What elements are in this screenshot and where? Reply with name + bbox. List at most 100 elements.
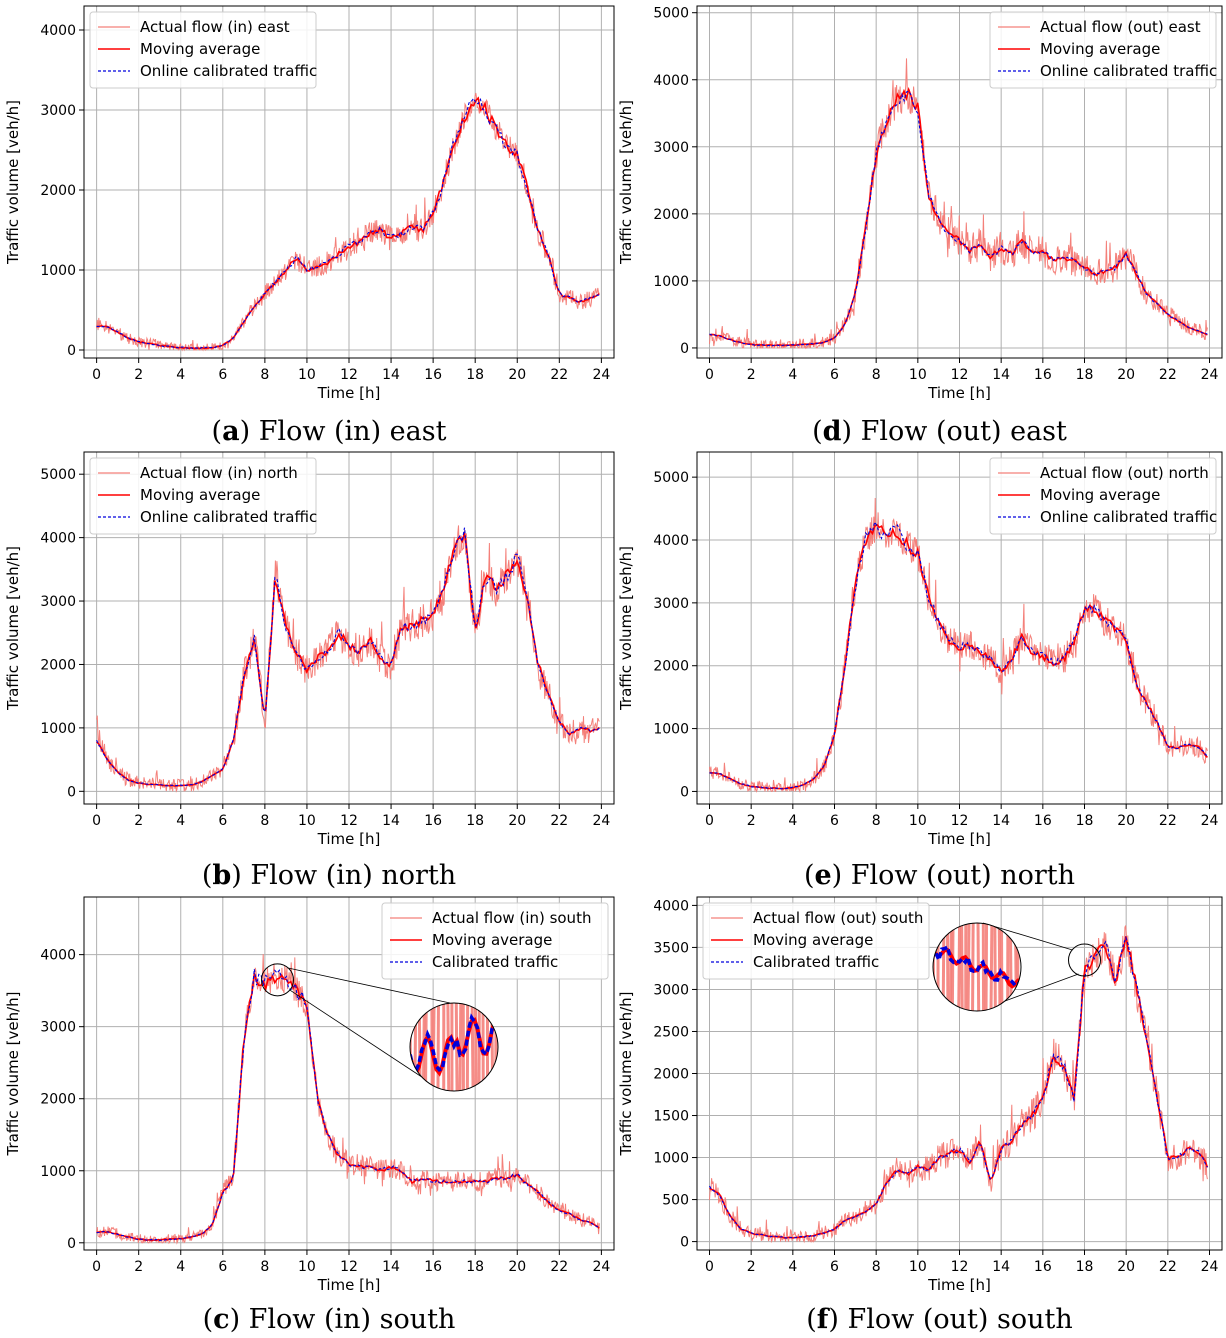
series-actual-flow [96,525,600,793]
series-moving-average [709,86,1208,347]
panel-caption: (e) Flow (out) north [804,860,1075,891]
panel-b: 0 2 4 6 8 10 12 14 16 18 20 22 240100020003000400050… [4,451,615,891]
zoom-connector [289,989,435,1086]
x-tick-label: 2 [134,367,143,383]
y-tick-label: 4000 [40,23,76,39]
y-tick-label: 3000 [653,982,689,998]
plot-frame [83,896,615,1251]
series-actual-flow [709,58,1208,350]
legend: Actual flow (out) south Moving average Cal… [702,902,930,980]
x-tick-label: 4 [788,1259,797,1275]
panel-caption: (a) Flow (in) east [212,416,447,447]
x-tick-label: 14 [992,1259,1010,1275]
y-axis-label: Traffic volume [veh/h] [4,546,22,711]
legend-label: Actual flow (in) east [140,18,290,36]
panel-caption: (d) Flow (out) east [812,416,1067,447]
series-calibrated-traffic [709,935,1208,1239]
x-tick-label: 10 [909,1259,927,1275]
legend-label: Calibrated traffic [753,953,879,971]
y-tick-label: 2500 [653,1024,689,1040]
x-tick-label: 10 [298,367,316,383]
x-axis-label: Time [h] [927,1276,991,1294]
x-tick-label: 12 [951,367,969,383]
y-axis-label: Traffic volume [veh/h] [4,991,22,1156]
y-tick-label: 500 [662,1193,689,1209]
series-moving-average [709,523,1208,790]
x-tick-label: 18 [466,813,484,829]
series-calibrated-traffic [96,527,600,787]
series-moving-average [96,96,600,350]
x-tick-label: 16 [1034,1259,1052,1275]
x-tick-label: 12 [340,813,358,829]
x-axis-label: Time [h] [927,384,991,402]
series-calibrated-traffic [709,90,1208,347]
legend-box [89,11,317,89]
x-tick-label: 10 [909,367,927,383]
series-calibrated-traffic [96,969,600,1242]
x-tick-label: 2 [134,1259,143,1275]
y-tick-label: 4000 [40,531,76,547]
x-tick-label: 22 [550,813,568,829]
y-tick-label: 1000 [653,274,689,290]
legend-box [989,457,1217,535]
series-moving-average [709,936,1209,1239]
y-tick-label: 0 [680,1235,689,1251]
legend: Actual flow (in) north Moving average Onli… [89,457,317,535]
plot-frame [696,5,1223,359]
y-tick-label: 2000 [653,659,689,675]
x-tick-label: 24 [1201,1259,1219,1275]
y-tick-label: 4000 [653,533,689,549]
x-tick-label: 24 [592,1259,610,1275]
zoom-circle [409,1002,499,1092]
y-tick-label: 3000 [653,596,689,612]
x-tick-label: 14 [382,367,400,383]
x-tick-label: 8 [872,1259,881,1275]
zoom-source-circle [1068,943,1101,977]
x-tick-label: 14 [382,1259,400,1275]
legend: Actual flow (in) east Moving average Onlin… [89,11,317,89]
panel-e: 0 2 4 6 8 10 12 14 16 18 20 22 240100020003000400050… [617,451,1223,891]
y-tick-label: 0 [67,1236,76,1252]
y-tick-label: 5000 [653,470,689,486]
x-tick-label: 22 [550,367,568,383]
x-tick-label: 6 [218,1259,227,1275]
legend-label: Online calibrated traffic [1040,508,1217,526]
y-axis-label: Traffic volume [veh/h] [4,100,22,265]
x-tick-label: 20 [1117,1259,1135,1275]
x-tick-label: 6 [830,367,839,383]
x-tick-label: 18 [466,367,484,383]
panel-f: 0 2 4 6 8 10 12 14 16 18 20 22 240500100015002000250… [617,896,1223,1335]
legend: Actual flow (out) east Moving average Onli… [989,11,1217,89]
y-tick-label: 5000 [653,6,689,22]
x-tick-label: 22 [1159,367,1177,383]
plot-frame [696,896,1223,1251]
y-tick-label: 1000 [40,1164,76,1180]
y-tick-label: 1000 [40,263,76,279]
y-tick-label: 1000 [653,722,689,738]
x-tick-label: 8 [260,813,269,829]
y-tick-label: 2000 [40,1092,76,1108]
x-tick-label: 20 [508,813,526,829]
x-tick-label: 2 [747,813,756,829]
series-moving-average [96,972,600,1242]
x-tick-label: 0 [705,813,714,829]
x-tick-label: 24 [592,367,610,383]
x-tick-label: 22 [550,1259,568,1275]
x-tick-label: 24 [1201,813,1219,829]
legend-label: Moving average [140,40,260,58]
y-tick-label: 3000 [40,1020,76,1036]
x-tick-label: 16 [424,367,442,383]
legend-label: Actual flow (in) north [140,464,298,482]
y-tick-label: 0 [680,784,689,800]
legend-label: Actual flow (out) east [1040,18,1201,36]
y-tick-label: 5000 [40,467,76,483]
y-tick-label: 1000 [40,721,76,737]
y-tick-label: 3000 [40,103,76,119]
x-tick-label: 10 [298,1259,316,1275]
x-axis-label: Time [h] [927,830,991,848]
y-tick-label: 4000 [653,898,689,914]
x-tick-label: 18 [466,1259,484,1275]
x-tick-label: 2 [134,813,143,829]
legend-label: Moving average [1040,486,1160,504]
